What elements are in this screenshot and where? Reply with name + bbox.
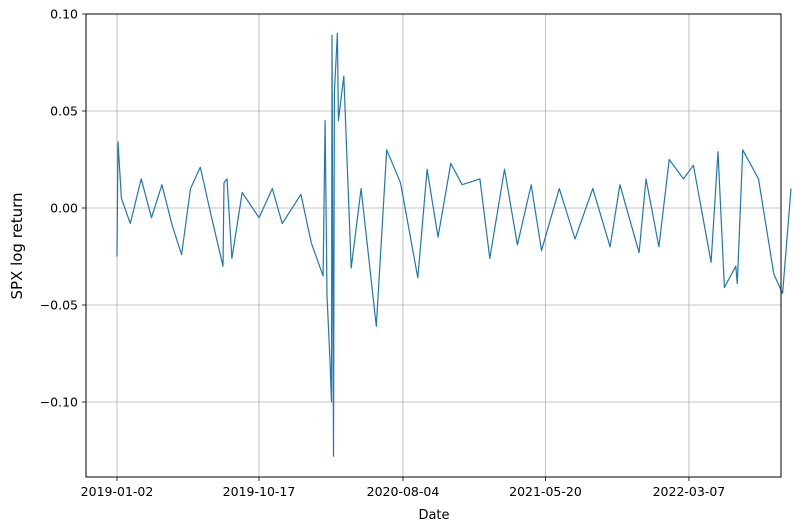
x-tick-label: 2020-08-04 bbox=[367, 484, 440, 499]
series-line bbox=[116, 32, 792, 457]
y-tick-label: 0.00 bbox=[50, 201, 78, 216]
y-axis: 0.10 0.05 0.00 −0.05 −0.10 bbox=[40, 7, 86, 410]
series-group bbox=[116, 32, 792, 457]
y-axis-label: SPX log return bbox=[8, 192, 26, 299]
y-tick-label: 0.10 bbox=[50, 7, 78, 22]
y-tick-label: 0.05 bbox=[50, 104, 78, 119]
y-tick-label: −0.10 bbox=[40, 395, 78, 410]
x-tick-label: 2019-01-02 bbox=[81, 484, 154, 499]
x-axis-label: Date bbox=[418, 508, 449, 523]
x-tick-label: 2021-05-20 bbox=[509, 484, 582, 499]
plot-frame bbox=[85, 13, 782, 478]
x-axis: 2019-01-02 2019-10-17 2020-08-04 2021-05-20… bbox=[81, 477, 726, 499]
x-tick-label: 2022-03-07 bbox=[653, 484, 726, 499]
y-tick-label: −0.05 bbox=[40, 298, 78, 313]
x-tick-label: 2019-10-17 bbox=[223, 484, 296, 499]
